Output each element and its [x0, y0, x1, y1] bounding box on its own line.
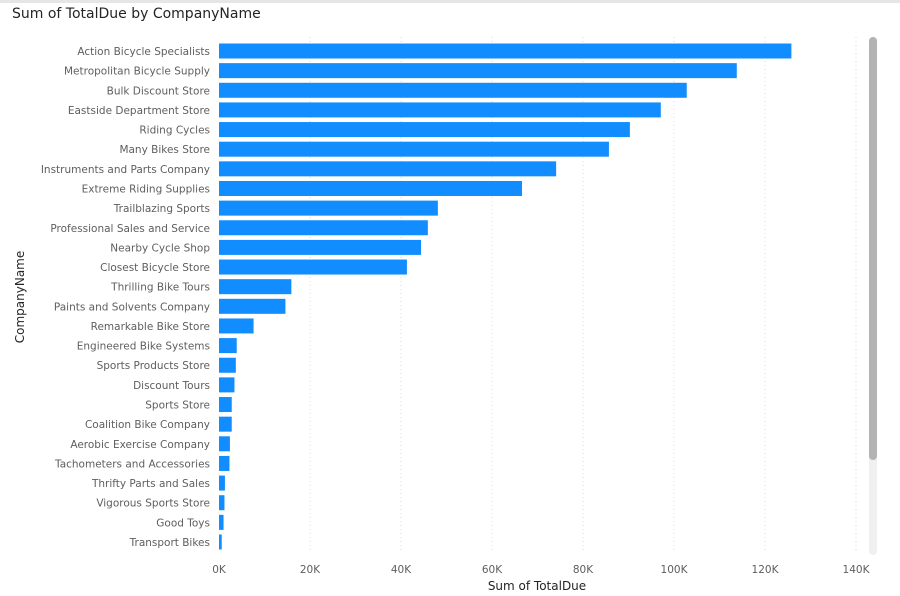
bar[interactable] — [219, 475, 225, 491]
category-label: Good Toys — [156, 517, 210, 529]
category-label: Bulk Discount Store — [107, 85, 210, 97]
x-tick-label: 0K — [212, 564, 227, 576]
bar[interactable] — [219, 357, 236, 373]
category-label: Sports Products Store — [97, 360, 210, 372]
bar[interactable] — [219, 416, 232, 432]
bar[interactable] — [219, 82, 687, 98]
x-tick-label: 100K — [661, 564, 689, 576]
bar[interactable] — [219, 200, 438, 216]
bar[interactable] — [219, 161, 557, 177]
bar[interactable] — [219, 514, 224, 530]
category-label: Aerobic Exercise Company — [70, 439, 210, 451]
bar[interactable] — [219, 239, 422, 255]
scrollbar-thumb[interactable] — [869, 37, 877, 460]
category-label: Engineered Bike Systems — [77, 341, 210, 353]
x-tick-labels: 0K 20K 40K 60K 80K 100K 120K 140K — [212, 564, 870, 576]
category-label: Metropolitan Bicycle Supply — [64, 66, 210, 78]
bar[interactable] — [219, 377, 235, 393]
bar[interactable] — [219, 63, 737, 79]
bar[interactable] — [219, 534, 222, 550]
category-label: Eastside Department Store — [68, 105, 210, 117]
category-label: Thrifty Parts and Sales — [91, 478, 210, 490]
bar[interactable] — [219, 220, 428, 236]
category-label: Tachometers and Accessories — [54, 458, 210, 470]
top-border — [0, 0, 900, 3]
x-tick-label: 80K — [573, 564, 594, 576]
bar[interactable] — [219, 298, 286, 314]
bar[interactable] — [219, 141, 609, 157]
category-label: Vigorous Sports Store — [96, 498, 210, 510]
bar[interactable] — [219, 122, 630, 138]
bar[interactable] — [219, 455, 230, 471]
chart-title: Sum of TotalDue by CompanyName — [12, 6, 261, 22]
category-label: Paints and Solvents Company — [54, 301, 210, 313]
bar[interactable] — [219, 495, 225, 511]
bars — [219, 43, 792, 550]
x-tick-label: 60K — [482, 564, 503, 576]
category-label: Action Bicycle Specialists — [77, 46, 210, 58]
category-label: Instruments and Parts Company — [41, 164, 210, 176]
category-label: Nearby Cycle Shop — [110, 242, 210, 254]
bar[interactable] — [219, 279, 292, 295]
category-label: Thrilling Bike Tours — [110, 282, 210, 294]
x-tick-label: 40K — [391, 564, 412, 576]
category-label: Remarkable Bike Store — [91, 321, 210, 333]
category-label: Closest Bicycle Store — [100, 262, 210, 274]
bar[interactable] — [219, 180, 523, 196]
x-tick-label: 120K — [752, 564, 780, 576]
category-label: Trailblazing Sports — [113, 203, 210, 215]
bar[interactable] — [219, 102, 661, 118]
bar[interactable] — [219, 43, 792, 59]
bar[interactable] — [219, 259, 407, 275]
category-label: Riding Cycles — [139, 125, 210, 137]
x-tick-label: 140K — [843, 564, 871, 576]
category-label: Extreme Riding Supplies — [82, 183, 210, 195]
category-label: Discount Tours — [133, 380, 210, 392]
bar[interactable] — [219, 436, 230, 452]
x-axis-label: Sum of TotalDue — [488, 579, 586, 593]
bar[interactable] — [219, 318, 254, 334]
category-label: Sports Store — [145, 400, 210, 412]
category-labels: Action Bicycle Specialists Metropolitan B… — [41, 46, 210, 549]
y-axis-label: CompanyName — [13, 251, 27, 344]
category-label: Coalition Bike Company — [85, 419, 210, 431]
category-label: Many Bikes Store — [119, 144, 210, 156]
category-label: Transport Bikes — [129, 537, 210, 549]
category-label: Professional Sales and Service — [50, 223, 210, 235]
bar[interactable] — [219, 338, 237, 354]
x-tick-label: 20K — [300, 564, 321, 576]
bar[interactable] — [219, 397, 232, 413]
